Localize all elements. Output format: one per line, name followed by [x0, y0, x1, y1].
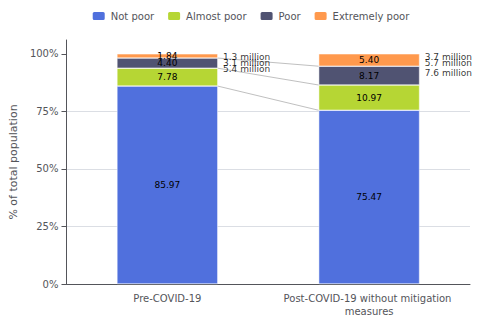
svg-text:measures: measures — [345, 306, 394, 317]
svg-text:7.78: 7.78 — [157, 72, 177, 82]
svg-text:Post-COVID-19 without mitigati: Post-COVID-19 without mitigation — [284, 293, 455, 304]
svg-text:75.47: 75.47 — [356, 192, 382, 202]
svg-text:Not poor: Not poor — [111, 11, 155, 22]
svg-text:7.6 million: 7.6 million — [425, 68, 472, 78]
svg-text:100%: 100% — [30, 48, 59, 59]
svg-text:Pre-COVID-19: Pre-COVID-19 — [133, 293, 201, 304]
svg-text:3.7 million: 3.7 million — [424, 51, 472, 62]
svg-text:5.4 million: 5.4 million — [223, 64, 270, 74]
svg-text:5.7 million: 5.7 million — [425, 58, 472, 68]
svg-text:1.84: 1.84 — [157, 51, 177, 61]
svg-text:% of total population: % of total population — [7, 104, 20, 219]
svg-text:85.97: 85.97 — [154, 180, 180, 190]
svg-text:3.1 million: 3.1 million — [223, 57, 271, 68]
svg-text:Poor: Poor — [279, 11, 302, 22]
svg-text:75%: 75% — [36, 106, 58, 117]
svg-text:8.17: 8.17 — [359, 71, 379, 81]
svg-text:Extremely poor: Extremely poor — [333, 11, 411, 22]
svg-text:4.40: 4.40 — [157, 58, 178, 69]
svg-text:25%: 25% — [36, 221, 58, 232]
svg-text:5.40: 5.40 — [359, 55, 379, 65]
svg-text:50%: 50% — [36, 163, 58, 174]
svg-text:Almost poor: Almost poor — [186, 11, 247, 22]
svg-text:10.97: 10.97 — [356, 93, 382, 103]
svg-text:0%: 0% — [43, 279, 59, 290]
